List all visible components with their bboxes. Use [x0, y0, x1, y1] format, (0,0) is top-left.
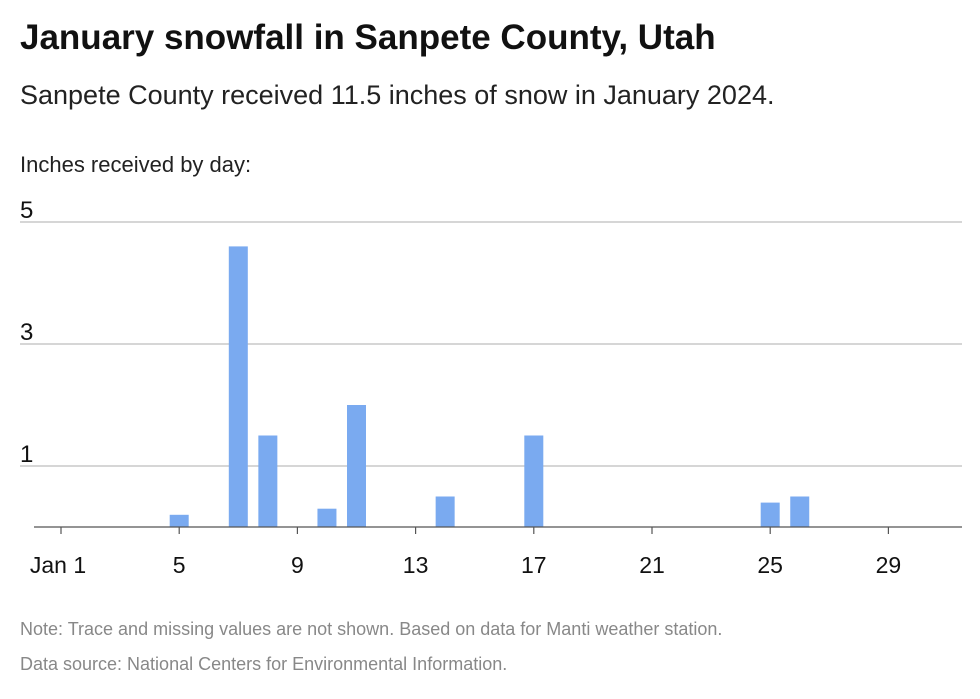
x-tick-label: 29 [876, 552, 902, 578]
snowfall-bar-chart: 135 Jan 1 5 9 13 17 21 25 29 [20, 197, 962, 578]
chart-title: January snowfall in Sanpete County, Utah [20, 18, 716, 57]
y-axis-label: Inches received by day: [20, 152, 252, 177]
x-tick-label: 5 [173, 552, 186, 578]
bar-day-25 [760, 502, 780, 527]
x-tick-label: Jan 1 [30, 552, 86, 578]
bar-day-11 [347, 405, 366, 527]
y-tick-label: 3 [20, 319, 33, 346]
chart-subtitle: Sanpete County received 11.5 inches of s… [20, 80, 775, 110]
gridlines [20, 221, 962, 467]
bar-day-8 [258, 435, 278, 527]
y-tick-labels: 1 3 5 [20, 197, 33, 468]
x-tick-label: 13 [403, 552, 429, 578]
x-tick-labels: Jan 1 5 9 13 17 21 25 29 [30, 527, 901, 578]
x-tick-label: 25 [757, 552, 783, 578]
x-tick-label: 9 [291, 552, 304, 578]
x-tick-label: 21 [639, 552, 665, 578]
y-tick-label: 5 [20, 197, 33, 224]
bar-day-14 [435, 496, 455, 527]
x-tick-label: 17 [521, 552, 547, 578]
bar-day-10 [317, 508, 337, 527]
bar-day-17 [524, 435, 544, 527]
bar-day-7 [228, 246, 248, 527]
chart-source: Data source: National Centers for Enviro… [20, 654, 508, 674]
bar-day-5 [169, 514, 189, 527]
bars [169, 246, 810, 527]
y-tick-label: 1 [20, 441, 33, 468]
bar-day-26 [790, 496, 810, 527]
chart-note: Note: Trace and missing values are not s… [20, 619, 723, 639]
